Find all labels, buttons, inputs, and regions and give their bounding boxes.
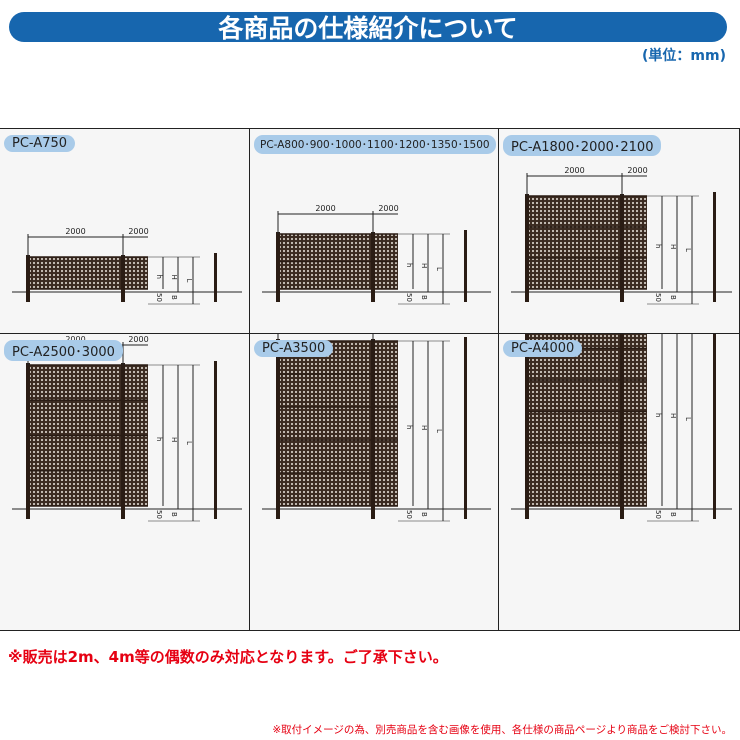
dimension-label: L [185, 279, 193, 283]
dimension-label: H [420, 425, 428, 430]
spec-grid: 2000 2000 h H L 50 B PC-A750 2000 2000 h H L 50 B PC-A8… [0, 128, 740, 631]
span-width-label: 2000 [378, 204, 398, 213]
dimension-label: H [420, 263, 428, 268]
dimension-label: L [185, 441, 193, 445]
mesh-panel [527, 334, 647, 506]
post [525, 334, 529, 519]
dimension-label: h [405, 425, 413, 429]
mesh-panel [28, 365, 148, 506]
span-width-label: 2000 [65, 227, 85, 236]
span-width-label: 2000 [627, 166, 647, 175]
page-title: 各商品の仕様紹介について [218, 14, 518, 43]
span-width-label: 2000 [315, 204, 335, 213]
dimension-label: h [155, 437, 163, 441]
model-label: PC-A1800･2000･2100 [503, 135, 662, 156]
dimension-label: H [170, 437, 178, 442]
spec-panel: 2000 2000 h H L 50 B PC-A750 [0, 129, 250, 334]
dimension-label: H [669, 413, 677, 418]
spec-panel: 2000 2000 h H L 50 B PC-A800･900･1000･1100･1200… [250, 129, 499, 334]
side-view-post [713, 334, 716, 519]
fence-diagram: 2000 2000 h H L 50 B [511, 166, 732, 305]
dimension-label: 50 [155, 510, 163, 519]
post [26, 255, 30, 302]
side-view-post [214, 253, 217, 302]
dimension-label: 50 [405, 510, 413, 519]
dimension-label: B [420, 512, 428, 517]
sales-note: ※販売は2m、4m等の偶数のみ対応となります。ご了承下さい。 [8, 648, 448, 666]
dimension-label: h [654, 244, 662, 248]
mesh-panel [28, 257, 148, 289]
model-label: PC-A750 [4, 135, 76, 152]
dimension-label: B [170, 295, 178, 300]
model-label: PC-A2500･3000 [4, 340, 123, 361]
post [525, 194, 529, 302]
post [276, 232, 280, 302]
mesh-panel [278, 341, 398, 506]
dimension-label: 50 [155, 293, 163, 302]
unit-label: (単位：mm) [642, 48, 726, 64]
dimension-label: h [155, 275, 163, 279]
fence-diagram: 2000 2000 h H L 50 B [262, 204, 491, 305]
dimension-label: L [684, 248, 692, 252]
dimension-label: B [669, 512, 677, 517]
mesh-panel [527, 196, 647, 289]
disclaimer-note: ※取付イメージの為、別売商品を含む画像を使用、各仕様の商品ページより商品をご検討… [272, 724, 732, 736]
title-banner: 各商品の仕様紹介について [9, 12, 727, 43]
spec-panel: 2000 2000 h H L 50 B PC-A1800･2000･2100 [499, 129, 740, 334]
post [371, 339, 375, 519]
side-view-post [713, 192, 716, 302]
model-label: PC-A800･900･1000･1100･1200･1350･1500 [254, 135, 496, 154]
side-view-post [214, 361, 217, 519]
dimension-label: L [435, 267, 443, 271]
model-label: PC-A3500 [254, 340, 334, 357]
dimension-label: L [684, 417, 692, 421]
dimension-label: H [170, 275, 178, 280]
dimension-label: B [170, 512, 178, 517]
span-width-label: 2000 [564, 166, 584, 175]
dimension-label: B [420, 295, 428, 300]
dimension-label: h [654, 413, 662, 417]
dimension-label: 50 [654, 510, 662, 519]
dimension-label: L [435, 429, 443, 433]
side-view-post [464, 230, 467, 302]
post [371, 232, 375, 302]
post [276, 339, 280, 519]
dimension-label: B [669, 295, 677, 300]
fence-diagram: 2000 2000 h H L 50 B [12, 227, 242, 305]
dimension-label: 50 [654, 293, 662, 302]
span-width-label: 2000 [128, 227, 148, 236]
dimension-label: h [405, 263, 413, 267]
mesh-panel [278, 234, 398, 289]
post [620, 194, 624, 302]
post [121, 255, 125, 302]
post [620, 334, 624, 519]
dimension-label: H [669, 244, 677, 249]
dimension-label: 50 [405, 293, 413, 302]
post [121, 363, 125, 519]
span-width-label: 2000 [128, 335, 148, 344]
model-label: PC-A4000 [503, 340, 583, 357]
post [26, 363, 30, 519]
side-view-post [464, 337, 467, 519]
